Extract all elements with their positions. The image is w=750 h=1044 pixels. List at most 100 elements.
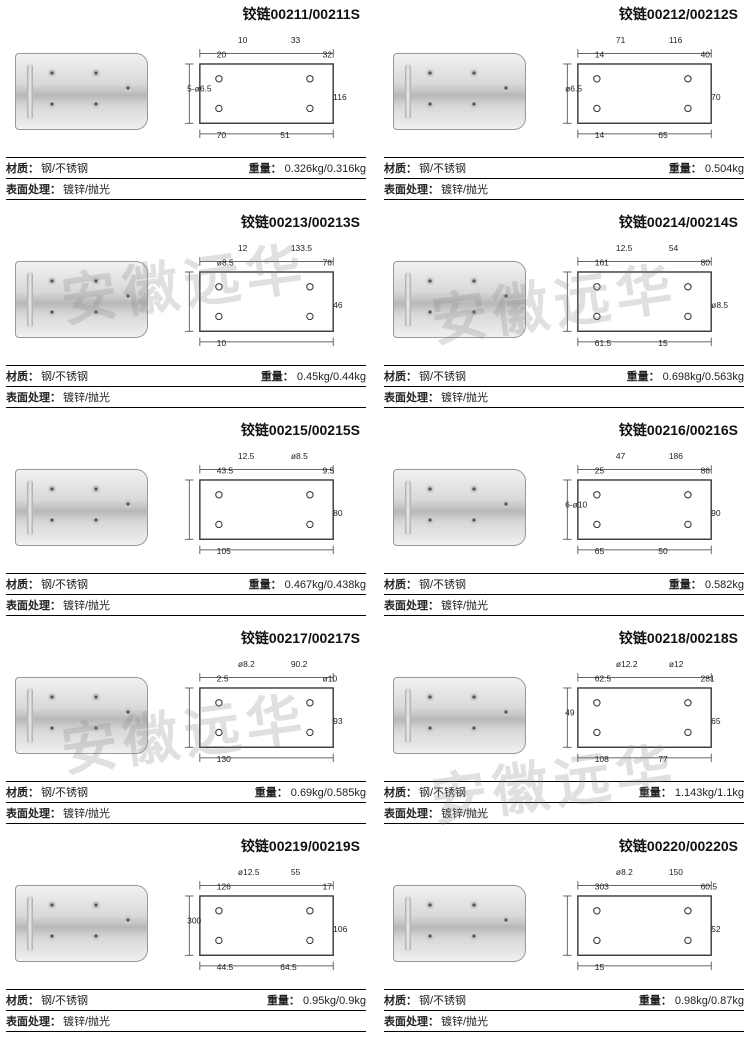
svg-text:25: 25 (595, 466, 605, 476)
material-label: 材质： (6, 992, 39, 1008)
svg-text:93: 93 (333, 716, 343, 726)
weight-value: 0.45kg/0.44kg (297, 371, 366, 383)
product-diagram: 4718625869065506-ø10 (541, 444, 744, 571)
material-label: 材质： (6, 368, 39, 384)
svg-text:14: 14 (595, 130, 605, 140)
material-value: 钢/不锈钢 (41, 784, 88, 800)
product-diagram: ø8.290.22.5ø1093130 (163, 652, 366, 779)
product-grid: 铰链00211/00211S 103320321 (0, 0, 750, 1044)
weight-value: 0.504kg (705, 163, 744, 175)
svg-text:50: 50 (658, 546, 668, 556)
svg-text:47: 47 (616, 451, 626, 461)
material-label: 材质： (384, 160, 417, 176)
svg-text:108: 108 (595, 754, 609, 764)
surface-label: 表面处理： (384, 597, 439, 613)
product-title: 铰链00219/00219S (6, 836, 366, 856)
svg-text:116: 116 (669, 35, 683, 45)
svg-text:15: 15 (595, 962, 605, 972)
product-card: 铰链00217/00217S ø8.290.22 (6, 628, 366, 824)
material-value: 钢/不锈钢 (419, 576, 466, 592)
product-diagram: 12.55416180ø8.561.515 (541, 236, 744, 363)
weight-value: 0.582kg (705, 579, 744, 591)
spec-row-2: 表面处理： 镀锌/抛光 (6, 179, 366, 200)
spec-row-1: 材质： 钢/不锈钢 重量： 0.504kg (384, 158, 744, 179)
svg-text:105: 105 (217, 546, 231, 556)
spec-row-1: 材质： 钢/不锈钢 重量： 1.143kg/1.1kg (384, 782, 744, 803)
svg-text:281: 281 (701, 674, 715, 684)
product-card: 铰链00218/00218S ø12.2ø126 (384, 628, 744, 824)
hinge-icon (393, 469, 526, 545)
product-card: 铰链00212/00212S 711161440 (384, 4, 744, 200)
material-label: 材质： (384, 784, 417, 800)
spec-row-1: 材质： 钢/不锈钢 重量： 0.582kg (384, 574, 744, 595)
svg-text:52: 52 (711, 924, 721, 934)
product-diagram: ø8.215030360.55215 (541, 860, 744, 987)
product-title: 铰链00216/00216S (384, 420, 744, 440)
hinge-icon (15, 469, 148, 545)
product-card: 铰链00219/00219S ø12.55512 (6, 836, 366, 1032)
svg-text:44.5: 44.5 (217, 962, 234, 972)
product-title: 铰链00215/00215S (6, 420, 366, 440)
svg-text:46: 46 (333, 300, 343, 310)
svg-text:150: 150 (669, 867, 683, 877)
svg-text:ø6.5: ø6.5 (565, 84, 582, 94)
spec-row-2: 表面处理： 镀锌/抛光 (6, 387, 366, 408)
spec-row-2: 表面处理： 镀锌/抛光 (384, 179, 744, 200)
svg-text:55: 55 (291, 867, 301, 877)
surface-label: 表面处理： (6, 597, 61, 613)
spec-row-2: 表面处理： 镀锌/抛光 (6, 1011, 366, 1032)
product-card: 铰链00214/00214S 12.554161 (384, 212, 744, 408)
product-image-row: 711161440701465ø6.5 (384, 28, 744, 158)
svg-text:126: 126 (217, 882, 231, 892)
surface-value: 镀锌/抛光 (441, 181, 488, 197)
product-title: 铰链00214/00214S (384, 212, 744, 232)
hinge-icon (15, 53, 148, 129)
product-title: 铰链00212/00212S (384, 4, 744, 24)
svg-text:ø8.2: ø8.2 (616, 867, 633, 877)
product-photo (6, 236, 157, 363)
material-label: 材质： (6, 160, 39, 176)
svg-text:33: 33 (291, 35, 301, 45)
svg-text:80: 80 (333, 508, 343, 518)
material-label: 材质： (6, 576, 39, 592)
weight-value: 0.98kg/0.87kg (675, 995, 744, 1007)
hinge-icon (15, 885, 148, 961)
svg-text:20: 20 (217, 50, 227, 60)
product-image-row: ø12.5551261710644.564.5300 (6, 860, 366, 990)
hinge-icon (393, 261, 526, 337)
svg-text:10: 10 (238, 35, 248, 45)
surface-value: 镀锌/抛光 (441, 1013, 488, 1029)
svg-text:ø12: ø12 (669, 659, 684, 669)
material-label: 材质： (384, 576, 417, 592)
product-photo (6, 652, 157, 779)
material-label: 材质： (6, 784, 39, 800)
weight-label: 重量： (261, 371, 294, 383)
svg-text:86: 86 (701, 466, 711, 476)
hinge-icon (393, 677, 526, 753)
weight-label: 重量： (627, 371, 660, 383)
svg-text:43.5: 43.5 (217, 466, 234, 476)
material-label: 材质： (384, 368, 417, 384)
material-value: 钢/不锈钢 (419, 160, 466, 176)
svg-text:49: 49 (565, 708, 575, 718)
product-photo (6, 28, 157, 155)
product-photo (6, 860, 157, 987)
svg-text:2.5: 2.5 (217, 674, 229, 684)
material-value: 钢/不锈钢 (419, 368, 466, 384)
weight-label: 重量： (669, 163, 702, 175)
product-diagram: 1033203211670515-ø6.5 (163, 28, 366, 155)
product-photo (384, 652, 535, 779)
surface-value: 镀锌/抛光 (441, 597, 488, 613)
material-label: 材质： (384, 992, 417, 1008)
svg-text:51: 51 (280, 130, 290, 140)
spec-row-2: 表面处理： 镀锌/抛光 (384, 803, 744, 824)
spec-row-1: 材质： 钢/不锈钢 重量： 0.95kg/0.9kg (6, 990, 366, 1011)
product-photo (384, 28, 535, 155)
spec-row-1: 材质： 钢/不锈钢 重量： 0.326kg/0.316kg (6, 158, 366, 179)
product-photo (384, 444, 535, 571)
product-diagram: ø12.5551261710644.564.5300 (163, 860, 366, 987)
svg-text:65: 65 (711, 716, 721, 726)
svg-text:14: 14 (595, 50, 605, 60)
spec-row-2: 表面处理： 镀锌/抛光 (384, 595, 744, 616)
hinge-icon (393, 885, 526, 961)
